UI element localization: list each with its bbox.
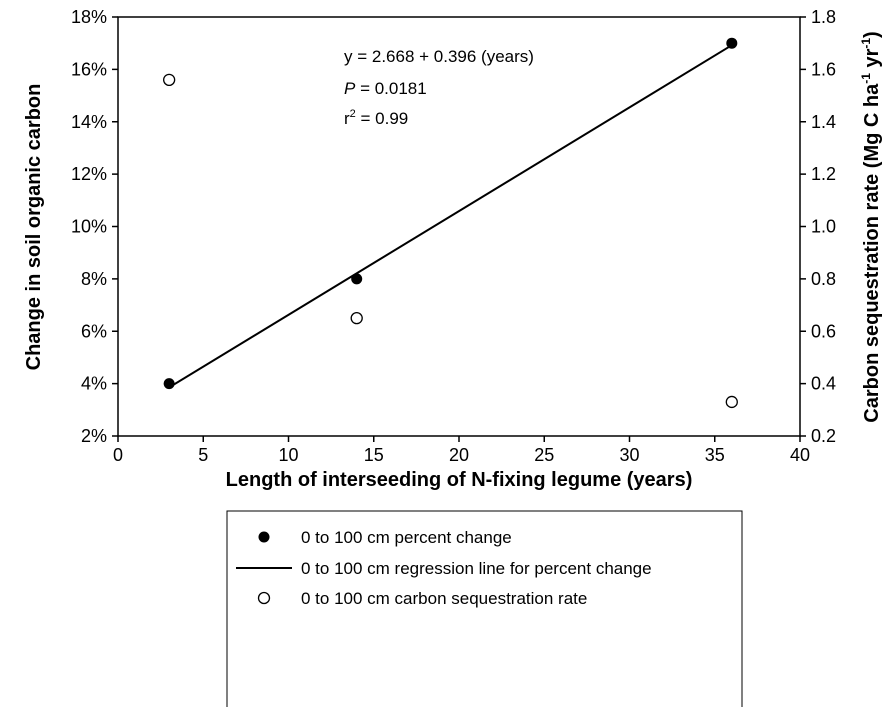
legend-label-regression-line: 0 to 100 cm regression line for percent … [301, 559, 652, 578]
x-axis-title: Length of interseeding of N-fixing legum… [226, 469, 693, 491]
percent-change-point [163, 378, 175, 390]
y-right-tick-label: 1.6 [811, 59, 836, 79]
p-value-text: P = 0.0181 [344, 79, 427, 98]
legend-label-sequestration-rate: 0 to 100 cm carbon sequestration rate [301, 589, 587, 608]
y-left-tick-label: 18% [71, 7, 107, 27]
x-tick-label: 0 [113, 445, 123, 465]
x-axis-ticks: 0 5 10 15 20 25 30 35 40 [113, 436, 810, 465]
y-left-tick-label: 8% [81, 269, 107, 289]
y-right-tick-label: 1.2 [811, 164, 836, 184]
y-right-tick-label: 1.0 [811, 217, 836, 237]
y-left-tick-label: 2% [81, 426, 107, 446]
x-tick-label: 5 [198, 445, 208, 465]
y-left-axis-title: Change in soil organic carbon [23, 84, 45, 371]
y-left-axis-ticks: 2% 4% 6% 8% 10% 12% 14% 16% 18% [71, 7, 118, 446]
y-right-tick-label: 1.4 [811, 112, 836, 132]
x-tick-label: 30 [619, 445, 639, 465]
y-left-tick-label: 4% [81, 374, 107, 394]
y-left-tick-label: 10% [71, 217, 107, 237]
y-left-tick-label: 6% [81, 321, 107, 341]
sequestration-rate-point [350, 312, 363, 325]
percent-change-point [351, 273, 363, 285]
legend-box [226, 510, 743, 707]
y-right-tick-label: 0.2 [811, 426, 836, 446]
legend-filled-circle-icon [258, 531, 270, 543]
sequestration-rate-point [162, 73, 176, 86]
data-points [162, 37, 738, 409]
x-tick-label: 10 [278, 445, 298, 465]
y-left-tick-label: 12% [71, 164, 107, 184]
sequestration-rate-point [725, 395, 738, 409]
percent-change-point [726, 37, 738, 49]
y-right-tick-label: 1.8 [811, 7, 836, 27]
legend-open-circle-icon [257, 591, 271, 605]
x-tick-label: 35 [705, 445, 725, 465]
x-tick-label: 20 [449, 445, 469, 465]
regression-annotation: y = 2.668 + 0.396 (years) P = 0.0181 r2 … [344, 47, 534, 128]
y-right-tick-label: 0.6 [811, 321, 836, 341]
r-squared-text: r2 = 0.99 [344, 108, 408, 128]
plot-frame [117, 16, 801, 437]
y-right-tick-label: 0.8 [811, 269, 836, 289]
x-tick-label: 15 [364, 445, 384, 465]
y-left-tick-label: 14% [71, 112, 107, 132]
y-left-tick-label: 16% [71, 59, 107, 79]
equation-text: y = 2.668 + 0.396 (years) [344, 47, 534, 66]
legend-label-percent-change: 0 to 100 cm percent change [301, 528, 512, 547]
x-tick-label: 40 [790, 445, 810, 465]
x-tick-label: 25 [534, 445, 554, 465]
y-right-axis-ticks: 0.2 0.4 0.6 0.8 1.0 1.2 1.4 1.6 1.8 [800, 7, 836, 446]
y-right-axis-title: Carbon sequestration rate (Mg C ha-1 yr-… [859, 31, 883, 422]
legend: 0 to 100 cm percent change 0 to 100 cm r… [226, 510, 743, 707]
regression-line [168, 44, 733, 389]
y-right-tick-label: 0.4 [811, 374, 836, 394]
